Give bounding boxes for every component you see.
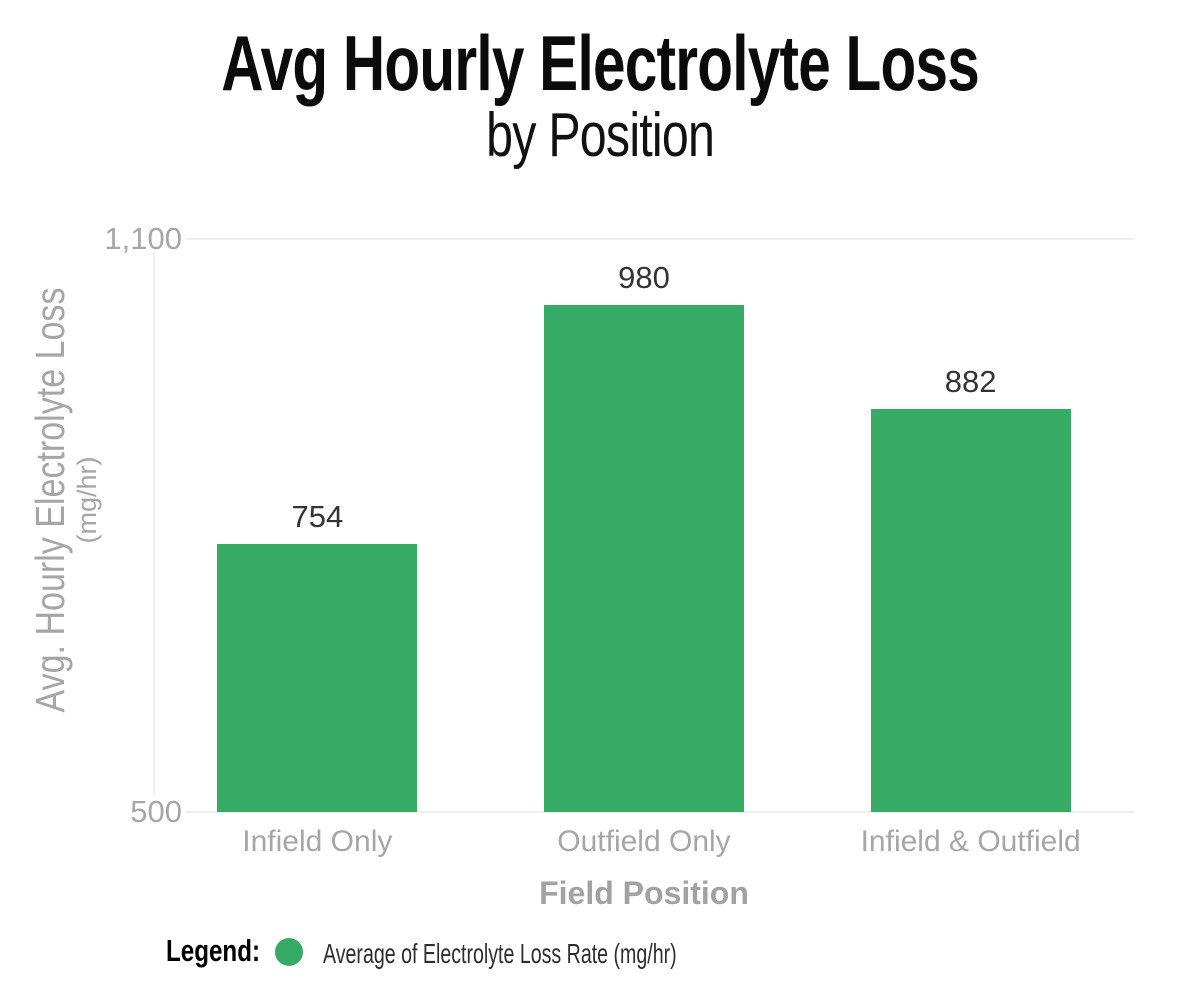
y-axis-unit: (mg/hr) — [72, 456, 102, 544]
legend-marker-circle — [275, 938, 303, 966]
x-tick-label: Outfield Only — [557, 825, 731, 858]
bar-value-label: 882 — [944, 363, 997, 399]
bar — [217, 543, 418, 812]
bar-value-label: 980 — [618, 260, 670, 296]
x-tick-labels: Infield Only Outfield Only Infield & Outfi… — [154, 824, 1134, 864]
y-axis-title: Avg. Hourly Electrolyte Loss (mg/hr) — [27, 244, 102, 756]
bar — [870, 408, 1071, 812]
y-tick-min: 500 — [130, 794, 182, 829]
plot-area: 754 980 882 — [153, 238, 1134, 813]
y-tick-max: 1,100 — [104, 221, 182, 256]
x-tick-label: Infield & Outfield — [860, 825, 1081, 858]
chart-header: Avg Hourly Electrolyte Loss by Position — [0, 19, 1200, 170]
legend-series-name: Average of Electrolyte Loss Rate (mg/hr) — [323, 938, 677, 969]
gridline-baseline — [186, 811, 1134, 813]
chart-title: Avg Hourly Electrolyte Loss — [221, 19, 980, 107]
x-tick-label: Infield Only — [242, 825, 393, 858]
x-axis-title: Field Position — [539, 875, 749, 911]
bar — [544, 305, 744, 812]
legend-label: Legend: — [166, 933, 261, 968]
bar-value-label: 754 — [291, 498, 344, 534]
gridline-top — [186, 238, 1134, 240]
y-axis-title-text: Avg. Hourly Electrolyte Loss — [27, 287, 73, 713]
y-axis-line — [153, 252, 155, 795]
chart-subtitle: by Position — [486, 101, 715, 170]
